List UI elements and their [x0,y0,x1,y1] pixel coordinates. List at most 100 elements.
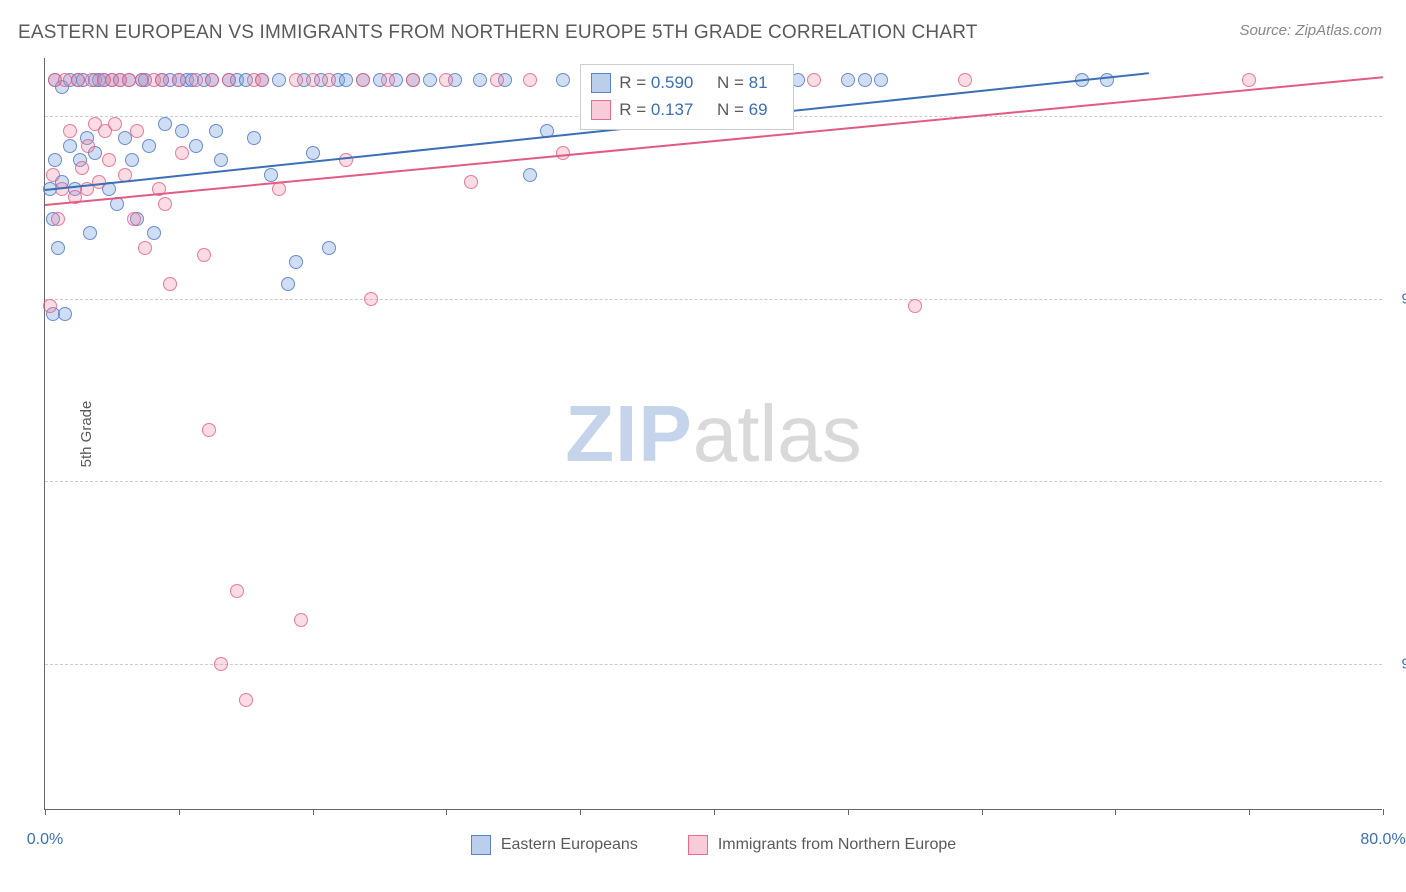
bottom-legend: Eastern Europeans Immigrants from Norther… [45,835,1382,855]
x-tick [179,809,180,815]
data-point [202,423,216,437]
data-point [1242,73,1256,87]
watermark-atlas: atlas [693,389,862,478]
bottom-legend-item: Eastern Europeans [471,835,638,855]
data-point [197,248,211,262]
data-point [125,153,139,167]
data-point [205,73,219,87]
x-tick [313,809,314,815]
data-point [255,73,269,87]
plot-area: 5th Grade ZIPatlas 92.5%97.5% 0.0%80.0% … [44,58,1382,810]
data-point [423,73,437,87]
data-point [71,73,85,87]
data-point [147,226,161,240]
data-point [264,168,278,182]
data-point [138,241,152,255]
legend-stats: R = 0.590 N = 81 [619,69,778,96]
data-point [142,139,156,153]
data-point [51,212,65,226]
data-point [63,124,77,138]
stats-legend: R = 0.590 N = 81R = 0.137 N = 69 [580,64,793,130]
data-point [289,73,303,87]
chart-title: EASTERN EUROPEAN VS IMMIGRANTS FROM NORT… [18,22,978,44]
data-point [281,277,295,291]
legend-swatch [471,835,491,855]
data-point [306,73,320,87]
x-tick [1249,809,1250,815]
data-point [43,299,57,313]
data-point [958,73,972,87]
data-point [189,139,203,153]
data-point [322,241,336,255]
data-point [58,307,72,321]
x-tick [45,809,46,815]
data-point [556,146,570,160]
gridline-h [45,299,1382,300]
data-point [102,153,116,167]
data-point [364,292,378,306]
data-point [439,73,453,87]
data-point [523,73,537,87]
legend-stats: R = 0.137 N = 69 [619,96,778,123]
data-point [127,212,141,226]
data-point [163,277,177,291]
source-label: Source: ZipAtlas.com [1239,22,1382,39]
legend-row: R = 0.137 N = 69 [591,96,778,123]
data-point [172,73,186,87]
x-tick [1115,809,1116,815]
data-point [523,168,537,182]
watermark-zip: ZIP [565,389,692,478]
data-point [381,73,395,87]
x-tick [1383,809,1384,815]
legend-swatch [591,73,611,93]
data-point [214,657,228,671]
data-point [247,131,261,145]
data-point [130,124,144,138]
data-point [294,613,308,627]
watermark: ZIPatlas [565,388,861,480]
data-point [908,299,922,313]
data-point [122,73,136,87]
legend-label: Eastern Europeans [501,836,638,854]
data-point [158,197,172,211]
x-tick [982,809,983,815]
x-tick [446,809,447,815]
data-point [63,139,77,153]
legend-label: Immigrants from Northern Europe [718,836,956,854]
data-point [406,73,420,87]
data-point [306,146,320,160]
data-point [807,73,821,87]
data-point [209,124,223,138]
data-point [189,73,203,87]
data-point [48,153,62,167]
legend-swatch [591,100,611,120]
data-point [158,117,172,131]
y-tick-label: 97.5% [1401,290,1406,307]
data-point [874,73,888,87]
data-point [222,73,236,87]
data-point [272,73,286,87]
y-tick-label: 92.5% [1401,655,1406,672]
data-point [339,153,353,167]
data-point [175,146,189,160]
gridline-h [45,664,1382,665]
data-point [51,241,65,255]
data-point [81,139,95,153]
data-point [214,153,228,167]
data-point [83,226,97,240]
data-point [490,73,504,87]
x-tick [580,809,581,815]
x-tick [714,809,715,815]
data-point [473,73,487,87]
legend-row: R = 0.590 N = 81 [591,69,778,96]
data-point [230,584,244,598]
data-point [464,175,478,189]
data-point [339,73,353,87]
data-point [272,182,286,196]
data-point [239,693,253,707]
data-point [858,73,872,87]
data-point [46,168,60,182]
data-point [175,124,189,138]
gridline-h [45,481,1382,482]
data-point [556,73,570,87]
